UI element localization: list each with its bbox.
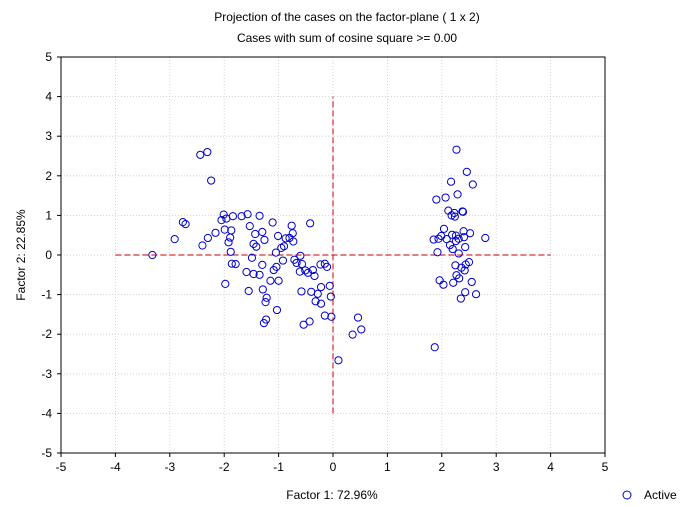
x-tick-label: -4 [110, 460, 121, 474]
data-point [326, 282, 333, 289]
data-point [462, 243, 469, 250]
data-point [442, 194, 449, 201]
data-point [306, 318, 313, 325]
y-axis-label: Factor 2: 22.85% [14, 209, 28, 301]
data-point [261, 236, 268, 243]
data-point [328, 313, 335, 320]
data-point [307, 220, 314, 227]
data-point [252, 230, 259, 237]
data-point [243, 268, 250, 275]
x-tick-label: 4 [547, 460, 554, 474]
data-point [317, 283, 324, 290]
data-point [455, 250, 462, 257]
y-tick-label: -2 [41, 327, 52, 341]
data-point [273, 306, 280, 313]
data-point [204, 148, 211, 155]
data-point [440, 281, 447, 288]
y-tick-label: 3 [45, 129, 52, 143]
data-point [436, 277, 443, 284]
data-point [463, 168, 470, 175]
data-point [459, 208, 466, 215]
data-point [288, 222, 295, 229]
data-point [259, 261, 266, 268]
legend-entry-active: Active [644, 488, 677, 502]
data-point [171, 236, 178, 243]
data-point [227, 248, 234, 255]
data-point [208, 177, 215, 184]
data-point [314, 290, 321, 297]
chart-subtitle: Cases with sum of cosine square >= 0.00 [237, 31, 457, 45]
y-tick-label: -4 [41, 406, 52, 420]
data-point [212, 229, 219, 236]
data-point [229, 213, 236, 220]
data-point [431, 344, 438, 351]
data-point [358, 326, 365, 333]
chart-title: Projection of the cases on the factor-pl… [214, 10, 479, 24]
data-point [447, 178, 454, 185]
data-point [269, 219, 276, 226]
x-tick-label: 5 [602, 460, 609, 474]
y-tick-label: -1 [41, 288, 52, 302]
data-point [204, 234, 211, 241]
data-point [327, 293, 334, 300]
data-point [267, 277, 274, 284]
y-axis-ticks: -5 -4 -3 -2 -1 0 1 2 3 4 5 [41, 50, 61, 460]
x-tick-label: -3 [164, 460, 175, 474]
data-point [462, 289, 469, 296]
data-point [197, 151, 204, 158]
x-axis-ticks: -5 -4 -3 -2 -1 0 1 2 3 4 5 [56, 453, 609, 474]
data-point [199, 242, 206, 249]
data-point [259, 286, 266, 293]
data-point [482, 234, 489, 241]
data-point [275, 277, 282, 284]
data-point [245, 287, 252, 294]
data-point [454, 191, 461, 198]
data-point [274, 232, 281, 239]
data-point [263, 294, 270, 301]
x-tick-label: -5 [56, 460, 67, 474]
x-axis-label: Factor 1: 72.96% [286, 488, 378, 502]
x-tick-label: 0 [330, 460, 337, 474]
data-point [434, 249, 441, 256]
y-tick-label: -5 [41, 446, 52, 460]
data-point [469, 181, 476, 188]
x-tick-label: 1 [384, 460, 391, 474]
data-point [227, 234, 234, 241]
legend: Active [623, 488, 677, 502]
legend-marker-icon [623, 491, 631, 499]
data-point [225, 239, 232, 246]
data-point [433, 196, 440, 203]
data-point [246, 222, 253, 229]
data-point [298, 288, 305, 295]
x-tick-label: 2 [438, 460, 445, 474]
data-point [279, 257, 286, 264]
data-point [466, 230, 473, 237]
y-tick-label: 0 [45, 248, 52, 262]
x-tick-label: -1 [273, 460, 284, 474]
data-point [453, 146, 460, 153]
data-point [354, 314, 361, 321]
data-point [297, 252, 304, 259]
y-tick-label: 5 [45, 50, 52, 64]
x-tick-label: -2 [219, 460, 230, 474]
data-point [335, 357, 342, 364]
y-tick-label: 1 [45, 208, 52, 222]
data-point [222, 280, 229, 287]
y-tick-label: -3 [41, 367, 52, 381]
data-point [321, 312, 328, 319]
data-point [468, 278, 475, 285]
data-point [259, 228, 266, 235]
data-point [457, 295, 464, 302]
x-tick-label: 3 [493, 460, 500, 474]
y-tick-label: 2 [45, 169, 52, 183]
y-tick-label: 4 [45, 90, 52, 104]
